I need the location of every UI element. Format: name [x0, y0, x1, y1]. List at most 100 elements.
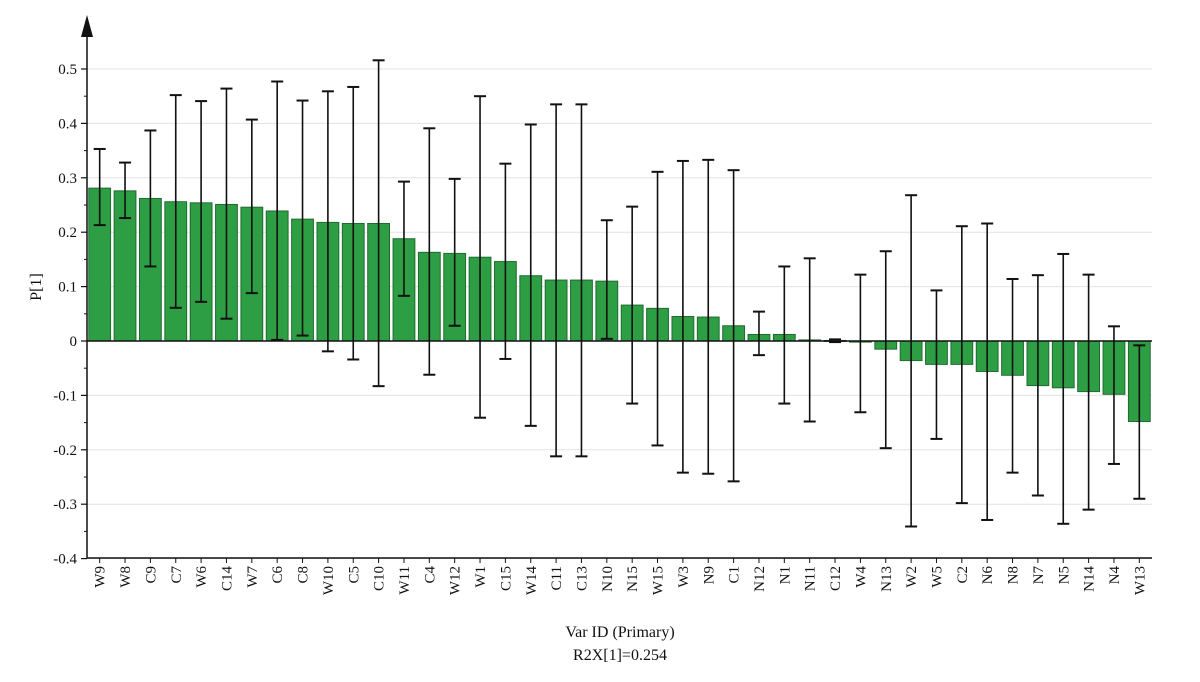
y-tick-label: 0.5 — [58, 62, 77, 78]
x-tick-label: W12 — [448, 566, 464, 595]
x-tick-label: C13 — [574, 566, 590, 591]
x-tick-label: W13 — [1132, 566, 1148, 595]
y-tick-label: -0.1 — [53, 388, 77, 404]
y-tick-label: 0 — [70, 334, 78, 350]
errorbar-c2 — [955, 225, 968, 505]
tick-labels-layer: -0.4 -0.3 -0.2 -0.1 0 0.1 0.2 0.3 0.4 0.5 W9 W8 C9 C7… — [53, 62, 1148, 595]
errorbar-n4 — [1107, 325, 1120, 465]
errorbar-c8 — [296, 99, 309, 337]
errorbar-n6 — [981, 222, 994, 521]
errorbar-n8 — [1006, 277, 1019, 474]
errorbar-n13 — [879, 250, 892, 450]
x-tick-label: C9 — [143, 566, 159, 584]
x-tick-label: C11 — [549, 566, 565, 590]
errorbar-c10 — [372, 59, 385, 388]
y-tick-label: -0.3 — [53, 497, 77, 513]
x-tick-label: W6 — [194, 566, 210, 588]
errorbar-w8 — [119, 161, 132, 220]
errorbar-c15 — [499, 162, 512, 360]
y-tick-label: 0.2 — [58, 225, 77, 241]
x-tick-label: N12 — [752, 566, 768, 592]
x-tick-label: N1 — [777, 566, 793, 584]
errorbar-w13 — [1133, 344, 1146, 500]
x-tick-label: C12 — [828, 566, 844, 591]
errorbar-w3 — [676, 159, 689, 474]
errorbar-w11 — [397, 180, 410, 297]
x-axis-title: Var ID (Primary) — [565, 624, 674, 641]
x-tick-label: W11 — [397, 566, 413, 595]
x-tick-label: C14 — [219, 566, 235, 592]
x-tick-label: C8 — [296, 566, 312, 584]
x-tick-label: C1 — [727, 566, 743, 584]
errorbar-n11 — [803, 257, 816, 423]
y-tick-label: 0.3 — [58, 171, 77, 187]
x-tick-label: N14 — [1082, 566, 1098, 592]
x-tick-label: W10 — [321, 566, 337, 595]
errorbar-w12 — [448, 177, 461, 327]
x-tick-label: W15 — [651, 566, 667, 595]
errorbar-c7 — [169, 94, 182, 309]
errorbar-w4 — [854, 273, 867, 414]
x-tick-label: N10 — [600, 566, 616, 592]
x-tick-label: W14 — [524, 566, 540, 596]
x-tick-label: W5 — [929, 566, 945, 588]
x-tick-label: C2 — [955, 566, 971, 584]
errorbar-w1 — [474, 95, 487, 419]
y-axis-arrow-icon — [81, 15, 93, 37]
x-tick-label: C6 — [270, 566, 286, 584]
errorbar-n12 — [752, 310, 765, 357]
x-tick-label: N6 — [980, 566, 996, 585]
errorbar-c1 — [727, 169, 740, 483]
errorbar-w6 — [195, 100, 208, 303]
errorbar-c9 — [144, 129, 157, 268]
errorbar-n10 — [600, 219, 613, 340]
x-tick-label: C10 — [372, 566, 388, 591]
y-tick-label: 0.1 — [58, 280, 77, 296]
chart-subtitle: R2X[1]=0.254 — [573, 647, 667, 664]
y-tick-label: -0.2 — [53, 443, 77, 459]
errorbar-c5 — [347, 85, 360, 361]
errorbar-n14 — [1082, 273, 1095, 511]
errorbar-n9 — [702, 158, 715, 475]
errorbar-w10 — [321, 90, 334, 353]
x-tick-label: W2 — [904, 566, 920, 588]
x-tick-label: W1 — [473, 566, 489, 588]
errorbar-w2 — [905, 194, 918, 528]
axes-layer — [81, 15, 1152, 563]
x-tick-label: C7 — [169, 566, 185, 584]
y-axis-title: P[1] — [28, 273, 45, 301]
x-tick-label: W4 — [853, 566, 869, 588]
x-tick-label: C15 — [498, 566, 514, 591]
x-tick-label: N7 — [1031, 566, 1047, 585]
x-tick-label: N8 — [1006, 566, 1022, 584]
x-tick-label: W3 — [676, 566, 692, 588]
errorbar-n1 — [778, 265, 791, 405]
x-tick-label: N9 — [701, 566, 717, 584]
y-tick-label: -0.4 — [53, 552, 77, 568]
errorbar-w15 — [651, 170, 664, 447]
errorbar-c6 — [271, 80, 284, 341]
errorbar-n15 — [626, 205, 639, 405]
errorbar-c4 — [423, 127, 436, 376]
y-tick-label: 0.4 — [58, 116, 77, 132]
x-tick-label: N5 — [1056, 566, 1072, 584]
x-tick-label: N4 — [1107, 566, 1123, 585]
errorbar-c14 — [220, 87, 233, 320]
x-tick-label: N15 — [625, 566, 641, 592]
errorbar-w7 — [245, 118, 258, 295]
errorbar-c11 — [550, 103, 563, 458]
errorbar-w14 — [524, 123, 537, 427]
x-tick-label: C5 — [346, 566, 362, 584]
errorbars-layer — [93, 59, 1146, 528]
errorbar-w5 — [930, 289, 943, 440]
errorbar-c13 — [575, 103, 588, 458]
errorbar-n5 — [1057, 252, 1070, 525]
x-tick-label: C4 — [422, 566, 438, 584]
x-tick-label: N13 — [879, 566, 895, 592]
x-tick-label: W9 — [93, 566, 109, 588]
errorbar-w9 — [93, 147, 106, 227]
x-tick-label: W7 — [245, 566, 261, 588]
x-tick-label: W8 — [118, 566, 134, 588]
